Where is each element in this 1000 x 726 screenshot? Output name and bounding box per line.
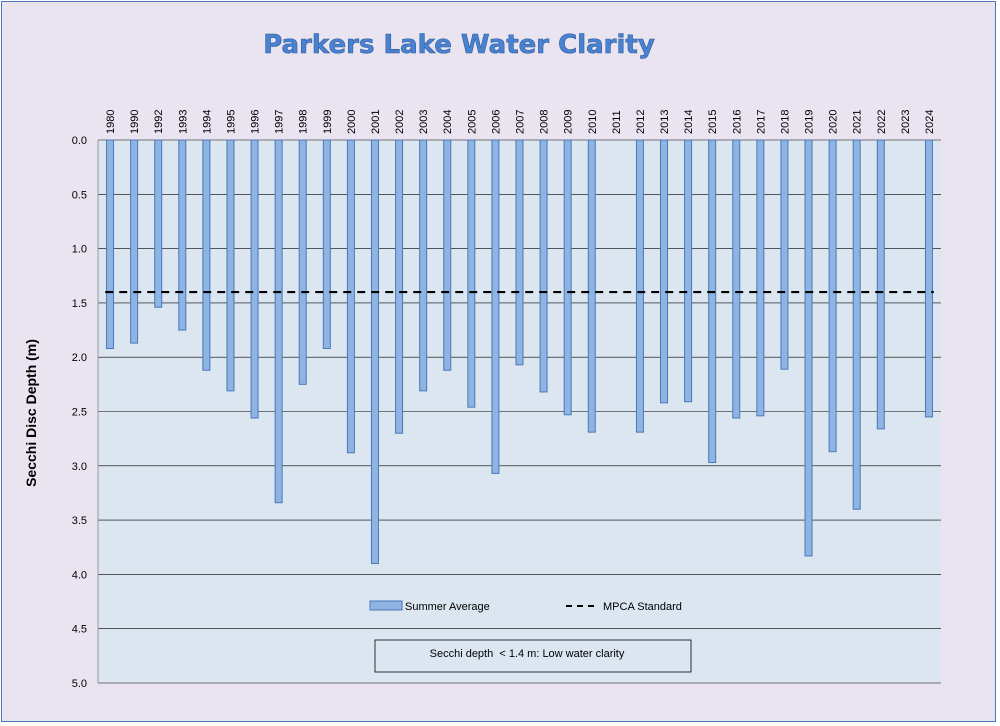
chart-title: Parkers Lake Water Clarity — [263, 30, 655, 60]
x-tick-label: 2017 — [755, 110, 767, 134]
bar-2003 — [419, 139, 428, 392]
x-tick-label: 2006 — [490, 110, 502, 134]
bar-2008 — [539, 139, 548, 393]
x-tick-label: 2018 — [779, 110, 791, 134]
x-tick-label: 1994 — [201, 110, 213, 134]
bar-1996 — [250, 139, 259, 419]
gridlines — [97, 139, 941, 684]
y-tick-label: 0.0 — [72, 135, 87, 147]
bar-2016 — [732, 139, 741, 419]
x-tick-label: 2009 — [563, 110, 575, 134]
y-tick-label: 2.5 — [72, 407, 87, 419]
x-tick-label: 2014 — [683, 110, 695, 134]
x-tick-label: 2012 — [635, 110, 647, 134]
y-tick-label: 3.0 — [72, 461, 87, 473]
bar-2006 — [491, 139, 500, 474]
x-tick-label: 1992 — [153, 110, 165, 134]
bar-2015 — [708, 139, 717, 464]
y-tick-label: 2.0 — [72, 352, 87, 364]
bar-2024 — [924, 139, 933, 418]
bar-1990 — [130, 139, 139, 344]
x-tick-label: 1996 — [250, 110, 262, 134]
bar-2018 — [780, 139, 789, 370]
x-tick-label: 1993 — [177, 110, 189, 134]
y-axis-label: Secchi Disc Depth (m) — [23, 339, 39, 487]
x-tick-label: 2002 — [394, 110, 406, 134]
x-tick-label: 2021 — [852, 110, 864, 134]
x-tick-label: 1999 — [322, 110, 334, 134]
y-tick-label: 1.5 — [72, 298, 87, 310]
annotation-border — [374, 639, 692, 673]
y-tick-label: 4.5 — [72, 624, 87, 636]
bar-1995 — [226, 139, 235, 392]
bars — [106, 139, 933, 565]
y-tick-labels: 0.0 0.5 1.0 1.5 2.0 2.5 3.0 3.5 4.0 4.5 5.0 — [72, 135, 87, 690]
y-tick-label: 0.5 — [72, 189, 87, 201]
x-tick-label: 2007 — [515, 110, 527, 134]
y-tick-label: 1.0 — [72, 244, 87, 256]
x-tick-label: 1998 — [298, 110, 310, 134]
bar-1999 — [322, 139, 331, 350]
bar-2010 — [587, 139, 596, 433]
y-tick-label: 5.0 — [72, 678, 87, 690]
x-tick-label: 2003 — [418, 110, 430, 134]
legend-swatch-summer-average — [369, 600, 403, 611]
x-tick-label: 2011 — [611, 110, 623, 134]
x-tick-label: 1995 — [225, 110, 237, 134]
bar-2022 — [876, 139, 885, 430]
x-tick-labels: 1980 1990 1992 1993 1994 1995 1996 1997 1998 1999… — [105, 110, 936, 134]
legend-entry-mpca-standard: MPCA Standard — [603, 601, 682, 613]
y-tick-label: 3.5 — [72, 515, 87, 527]
x-tick-label: 2004 — [442, 110, 454, 134]
bar-2007 — [515, 139, 524, 366]
x-tick-label: 2008 — [539, 110, 551, 134]
bar-1992 — [154, 139, 163, 308]
x-tick-label: 2013 — [659, 110, 671, 134]
bar-2020 — [828, 139, 837, 453]
bar-2012 — [635, 139, 644, 433]
x-tick-label: 1990 — [129, 110, 141, 134]
bar-2013 — [660, 139, 669, 404]
bar-2019 — [804, 139, 813, 557]
x-tick-label: 2015 — [707, 110, 719, 134]
bar-2001 — [370, 139, 379, 565]
x-tick-label: 1980 — [105, 110, 117, 134]
x-tick-label: 2022 — [876, 110, 888, 134]
bar-2004 — [443, 139, 452, 371]
x-tick-label: 2000 — [346, 110, 358, 134]
x-tick-label: 2023 — [900, 110, 912, 134]
legend: Summer Average MPCA Standard — [369, 600, 682, 613]
bar-2009 — [563, 139, 572, 416]
x-tick-label: 2020 — [828, 110, 840, 134]
bar-2002 — [395, 139, 404, 434]
bar-2000 — [346, 139, 355, 454]
x-tick-label: 2005 — [466, 110, 478, 134]
bar-1997 — [274, 139, 283, 504]
x-tick-label: 2010 — [587, 110, 599, 134]
bar-2014 — [684, 139, 693, 403]
bar-1980 — [106, 139, 115, 350]
x-tick-label: 2001 — [370, 110, 382, 134]
x-tick-label: 2016 — [731, 110, 743, 134]
bar-2021 — [852, 139, 861, 510]
legend-entry-summer-average: Summer Average — [405, 601, 490, 613]
bar-2005 — [467, 139, 476, 408]
bar-1998 — [298, 139, 307, 385]
bar-2017 — [756, 139, 765, 417]
annotation-box: Secchi depth < 1.4 m: Low water clarity — [374, 639, 692, 673]
bar-1993 — [178, 139, 187, 331]
y-tick-label: 4.0 — [72, 569, 87, 581]
x-tick-label: 2019 — [804, 110, 816, 134]
annotation-text: Secchi depth < 1.4 m: Low water clarity — [430, 648, 625, 660]
x-tick-label: 1997 — [274, 110, 286, 134]
bar-1994 — [202, 139, 211, 371]
x-tick-label: 2024 — [924, 110, 936, 134]
